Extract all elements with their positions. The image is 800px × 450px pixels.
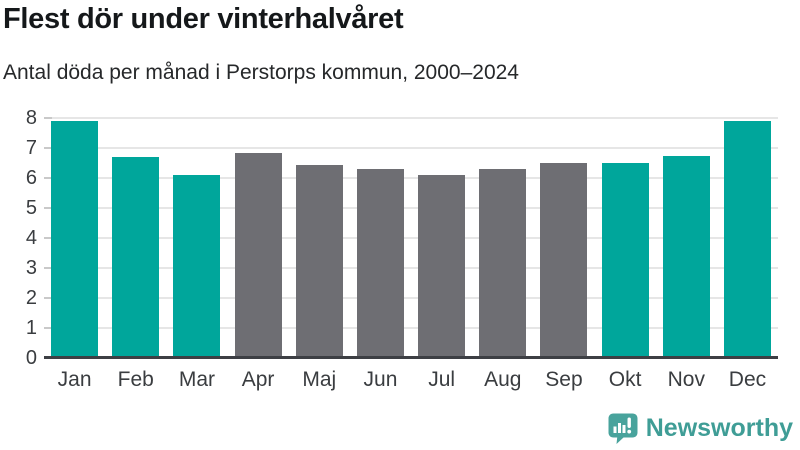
newsworthy-icon	[608, 413, 638, 444]
bar-slot	[533, 118, 594, 358]
gridline	[44, 117, 778, 119]
y-tick-label: 1	[25, 317, 37, 339]
y-tick-label: 3	[25, 257, 37, 279]
gridline	[44, 207, 778, 209]
x-tick-label: Nov	[667, 368, 705, 391]
bar-jun	[356, 169, 404, 358]
y-axis: 0 1 2 3 4 5 6 7 8	[0, 108, 37, 368]
gridline	[44, 267, 778, 269]
bar-slot	[350, 118, 411, 358]
bar-slot	[289, 118, 350, 358]
y-tick-label: 5	[25, 197, 37, 219]
bar-jan	[51, 121, 99, 358]
bar-apr	[234, 152, 282, 358]
x-tick-label: Jul	[428, 368, 456, 391]
bar-slot	[228, 118, 289, 358]
y-tick-label: 0	[25, 347, 37, 369]
x-tick-label: Sep	[545, 368, 583, 391]
x-tick-label: Aug	[484, 368, 522, 391]
x-tick-label: Maj	[302, 368, 337, 391]
newsworthy-logo[interactable]: Newsworthy	[608, 413, 793, 444]
bar-slot	[166, 118, 227, 358]
bar-okt	[601, 163, 649, 358]
bar-slot	[595, 118, 656, 358]
bar-feb	[112, 157, 160, 358]
bar-maj	[295, 164, 343, 358]
bar-mar	[173, 175, 221, 358]
y-tick-label: 8	[25, 107, 37, 129]
y-tick-label: 6	[25, 167, 37, 189]
bar-aug	[479, 169, 527, 358]
gridline	[44, 177, 778, 179]
bar-jul	[418, 175, 466, 358]
bar-slot	[472, 118, 533, 358]
x-tick-label: Jun	[363, 368, 398, 391]
bar-slot	[411, 118, 472, 358]
gridline	[44, 147, 778, 149]
x-tick-label: Dec	[728, 368, 767, 391]
bar-slot	[44, 118, 105, 358]
y-tick-label: 2	[25, 287, 37, 309]
chart-title: Flest dör under vinterhalvåret	[3, 3, 404, 35]
plot-area	[44, 117, 778, 359]
bar-dec	[723, 121, 771, 358]
bar-nov	[662, 155, 710, 358]
bar-slot	[717, 118, 778, 358]
bar-sep	[540, 163, 588, 358]
x-tick-label: Okt	[608, 368, 642, 391]
bars	[44, 118, 778, 358]
gridline	[44, 297, 778, 299]
x-tick-label: Mar	[178, 368, 216, 391]
gridline	[44, 237, 778, 239]
x-tick-label: Apr	[241, 368, 275, 391]
gridline	[44, 327, 778, 329]
x-axis-line	[44, 356, 778, 359]
brand-name: Newsworthy	[645, 414, 793, 442]
y-tick-label: 7	[25, 137, 37, 159]
x-tick-label: Feb	[117, 368, 154, 391]
x-axis: Jan Feb Mar Apr Maj Jun Jul Aug Sep Okt Nov Dec	[44, 368, 778, 392]
chart-subtitle: Antal döda per månad i Perstorps kommun,…	[3, 61, 519, 84]
bar-slot	[656, 118, 717, 358]
y-tick-label: 4	[25, 227, 37, 249]
x-tick-label: Jan	[57, 368, 92, 391]
bar-slot	[105, 118, 166, 358]
